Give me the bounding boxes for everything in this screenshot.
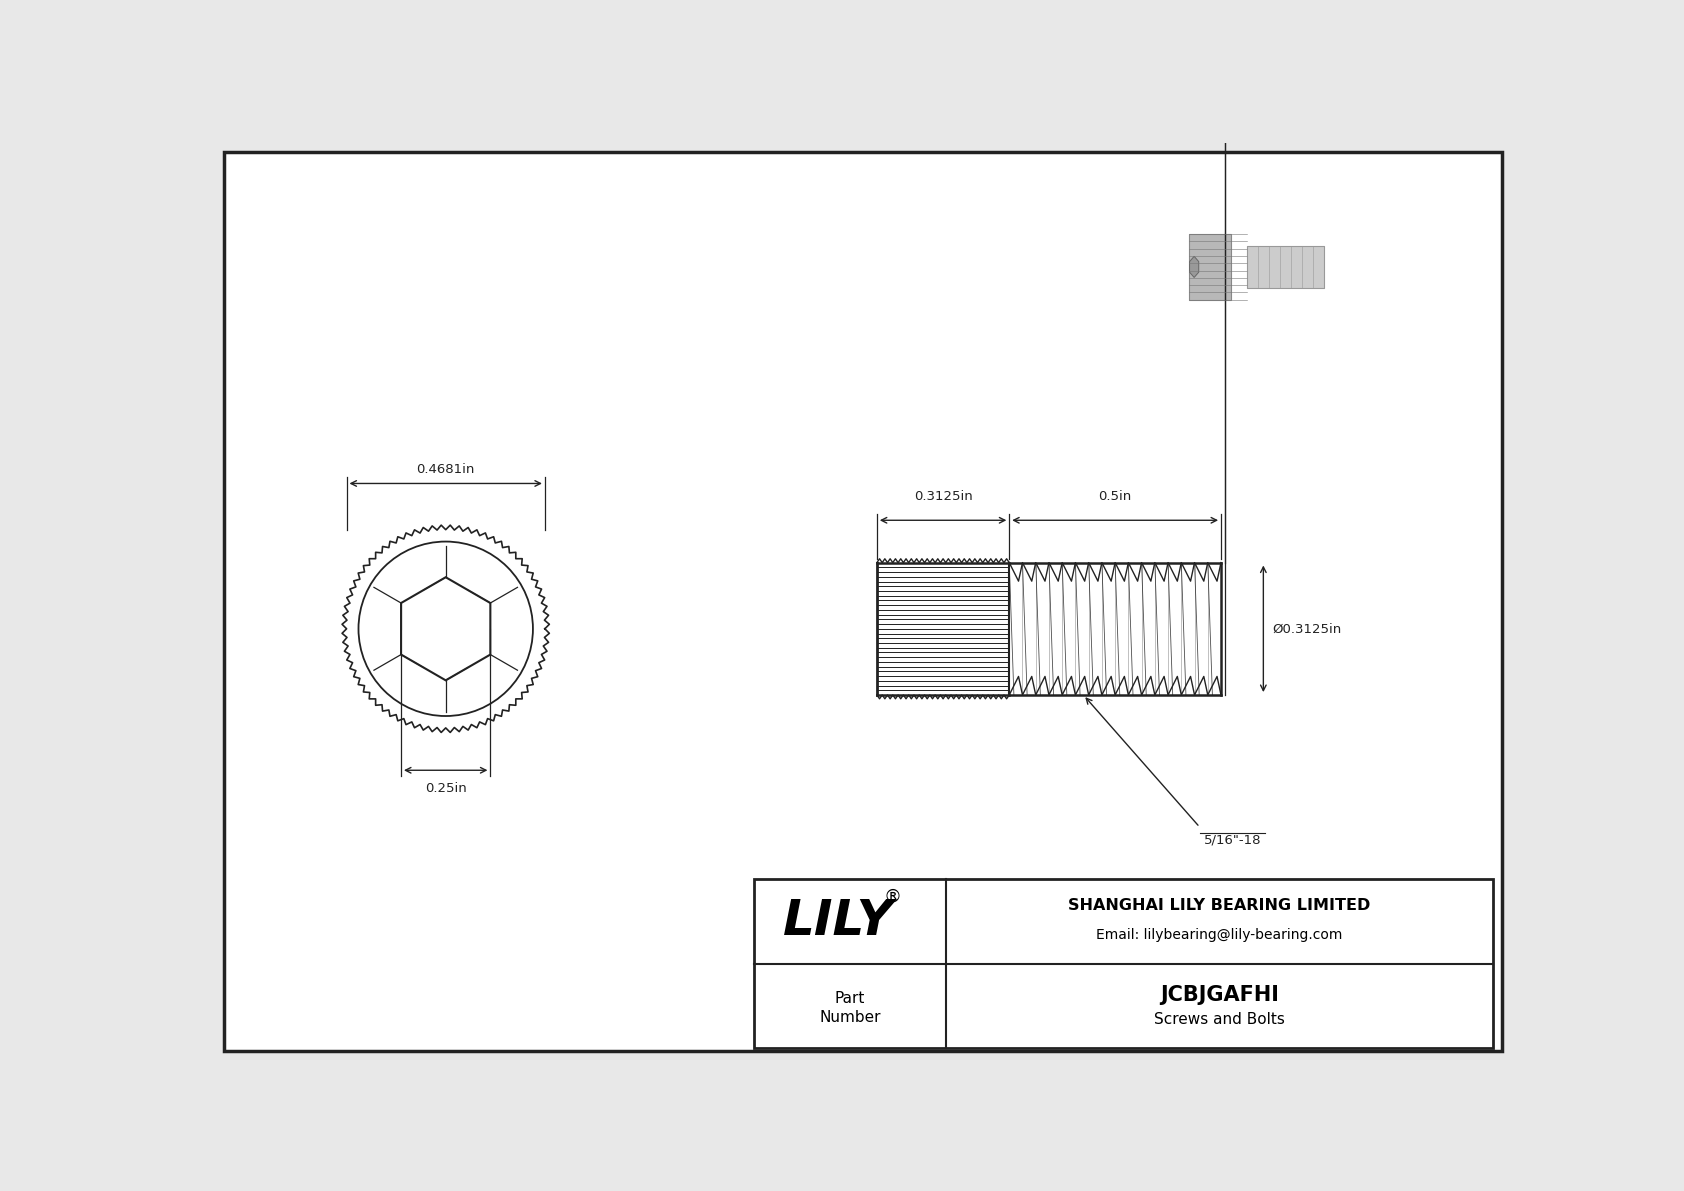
Text: Ø0.3125in: Ø0.3125in xyxy=(1273,622,1342,635)
Polygon shape xyxy=(401,578,490,680)
Text: LILY: LILY xyxy=(783,897,894,946)
Text: Email: lilybearing@lily-bearing.com: Email: lilybearing@lily-bearing.com xyxy=(1096,928,1342,942)
Bar xyxy=(754,879,1494,1048)
Text: JCBJGAFHI: JCBJGAFHI xyxy=(1160,985,1278,1004)
Text: Part: Part xyxy=(835,991,866,1006)
Polygon shape xyxy=(1189,256,1199,278)
Bar xyxy=(1009,562,1221,696)
Text: ®: ® xyxy=(882,887,901,905)
Bar xyxy=(1189,235,1231,300)
Circle shape xyxy=(342,525,549,732)
Text: 5/16"-18: 5/16"-18 xyxy=(1204,834,1261,847)
Text: 0.3125in: 0.3125in xyxy=(914,491,972,504)
Bar xyxy=(1246,245,1324,288)
Text: 0.4681in: 0.4681in xyxy=(416,463,475,475)
Text: 0.25in: 0.25in xyxy=(424,781,466,794)
Text: 0.5in: 0.5in xyxy=(1098,491,1132,504)
Circle shape xyxy=(359,542,532,716)
Text: Number: Number xyxy=(818,1010,881,1025)
Bar xyxy=(877,562,1009,696)
Text: Screws and Bolts: Screws and Bolts xyxy=(1154,1011,1285,1027)
Text: SHANGHAI LILY BEARING LIMITED: SHANGHAI LILY BEARING LIMITED xyxy=(1068,898,1371,913)
